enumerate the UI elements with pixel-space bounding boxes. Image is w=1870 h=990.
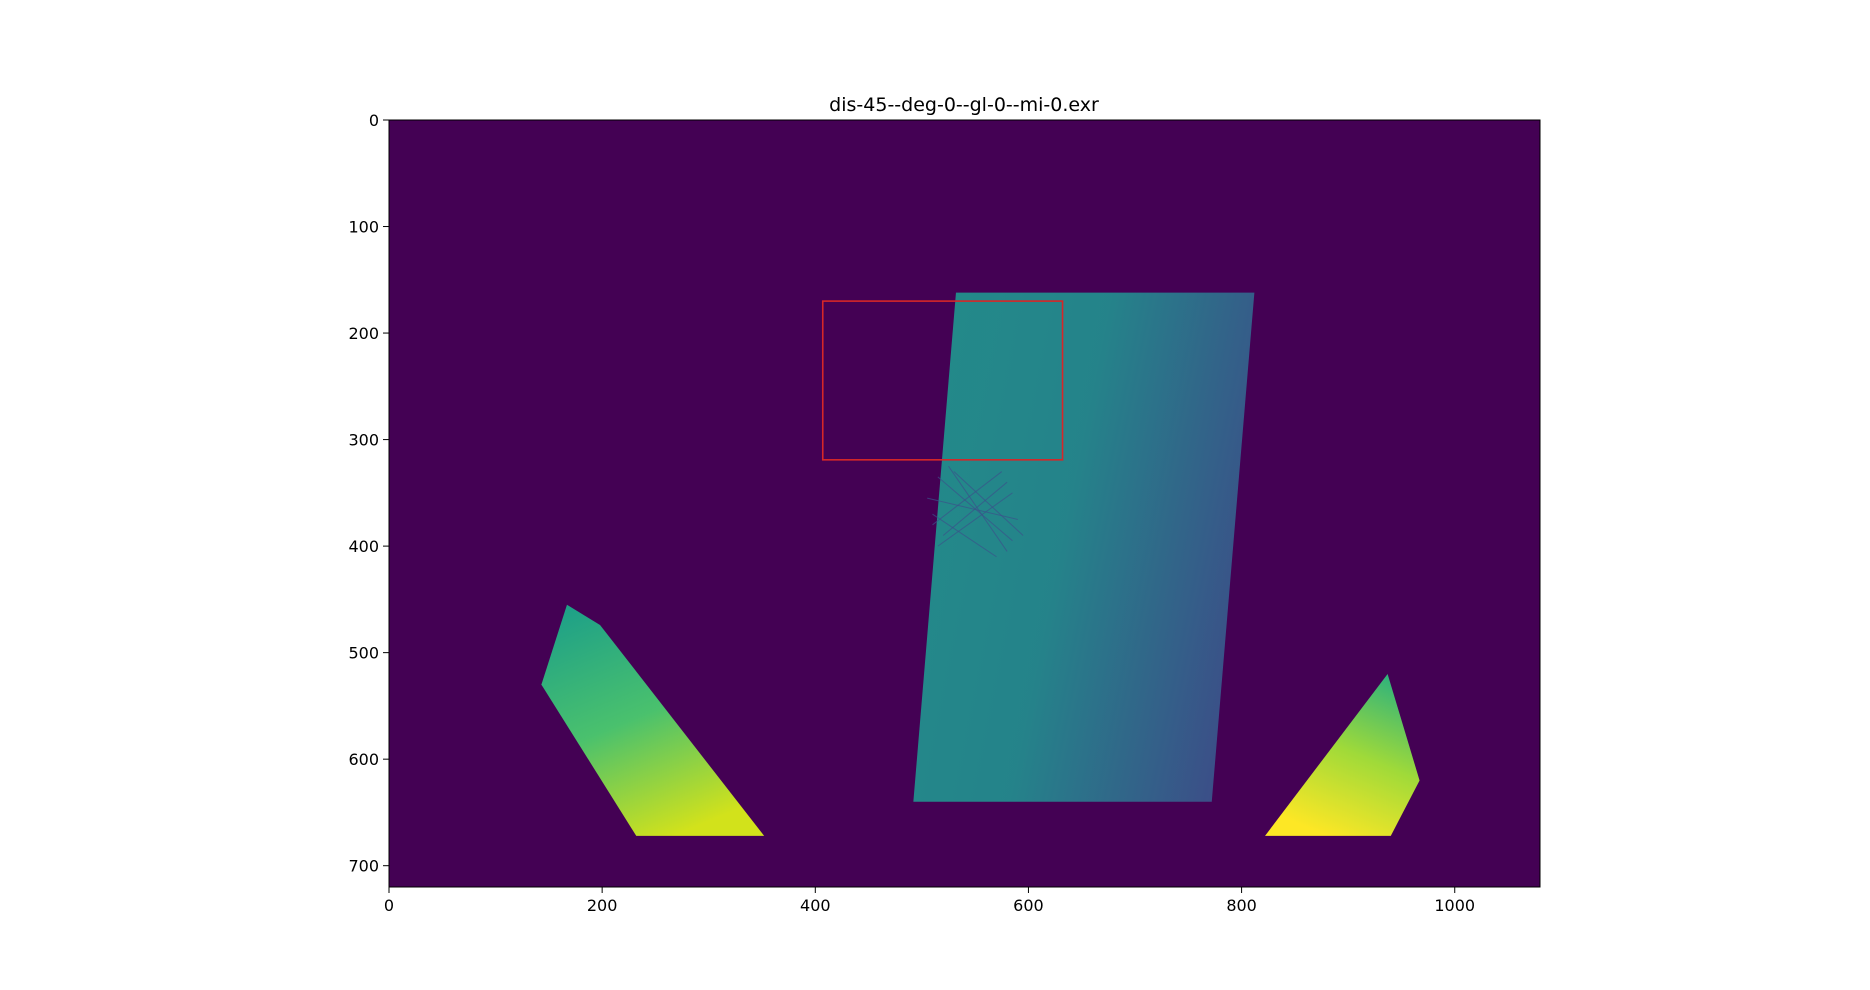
x-tick-label: 1000 bbox=[1434, 896, 1475, 915]
artifact-lines bbox=[927, 465, 1024, 558]
y-tick-label: 100 bbox=[348, 218, 379, 237]
artifact-line bbox=[948, 465, 1008, 552]
y-tick-label: 300 bbox=[348, 431, 379, 450]
right-quad-region bbox=[1265, 673, 1420, 836]
x-tick-label: 200 bbox=[587, 896, 618, 915]
x-axis: 0 200 400 600 800 1000 bbox=[384, 887, 1475, 915]
x-tick-label: 400 bbox=[800, 896, 831, 915]
artifact-line bbox=[932, 471, 1003, 526]
artifact-line bbox=[937, 492, 1013, 547]
chart-title: dis-45--deg-0--gl-0--mi-0.exr bbox=[829, 94, 1099, 116]
x-tick-label: 600 bbox=[1013, 896, 1044, 915]
artifact-line bbox=[932, 513, 997, 558]
artifact-line bbox=[953, 471, 1024, 536]
artifact-line bbox=[942, 481, 1008, 536]
left-quad-region bbox=[541, 604, 765, 836]
y-tick-label: 500 bbox=[348, 644, 379, 663]
x-tick-label: 800 bbox=[1226, 896, 1257, 915]
plot-frame bbox=[388, 119, 1541, 888]
annotation-box bbox=[821, 300, 1064, 461]
y-tick-label: 200 bbox=[348, 324, 379, 343]
y-tick-label: 0 bbox=[369, 111, 379, 130]
x-tick-label: 0 bbox=[384, 896, 394, 915]
y-tick-label: 600 bbox=[348, 750, 379, 769]
y-tick-label: 400 bbox=[348, 537, 379, 556]
y-tick-label: 700 bbox=[348, 857, 379, 876]
image-regions bbox=[541, 292, 1420, 836]
center-quad-region bbox=[913, 292, 1255, 802]
y-axis: 0 100 200 300 400 500 600 700 bbox=[348, 111, 389, 876]
artifact-line bbox=[927, 497, 1018, 520]
